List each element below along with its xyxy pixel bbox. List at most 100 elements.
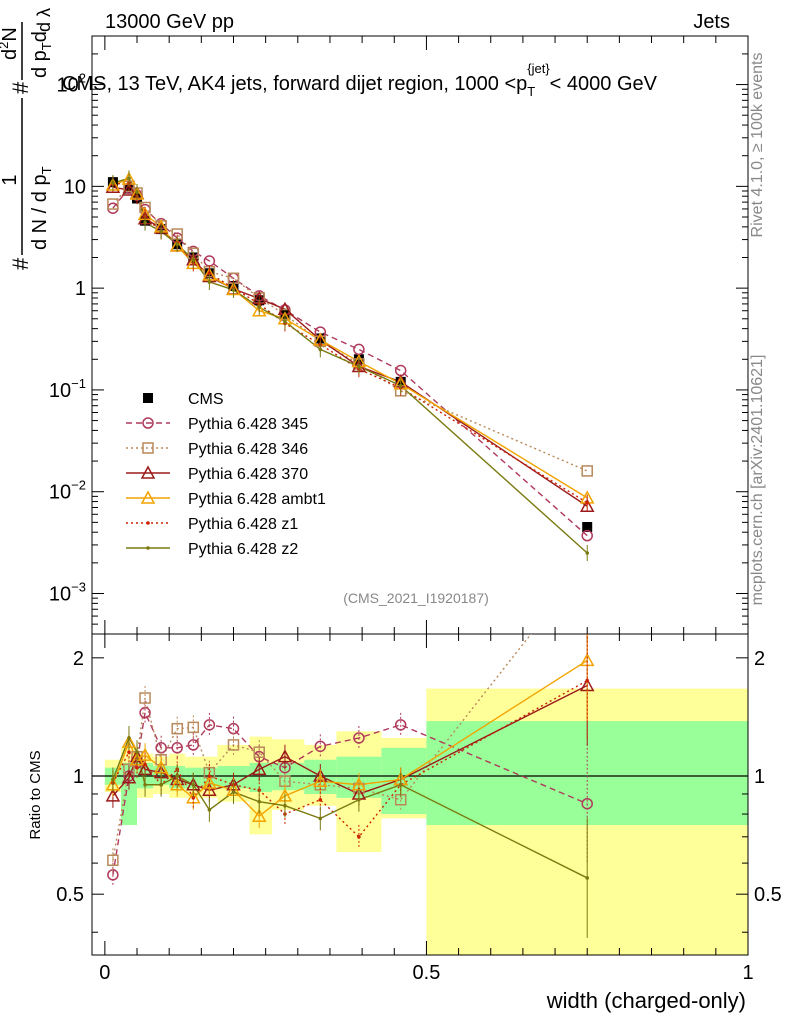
ylabel-dpt: d p bbox=[29, 50, 51, 78]
legend: CMS Pythia 6.428 345 Pythia 6.428 346 Pythi… bbox=[126, 391, 326, 558]
point-z2 bbox=[159, 229, 163, 234]
ylabel-dl: d bbox=[29, 31, 51, 42]
y-tick-label-exp: −2 bbox=[71, 478, 86, 493]
ratio-point-z2 bbox=[318, 816, 323, 821]
y-tick-label-base: 10 bbox=[49, 380, 71, 402]
ratio-point-z2 bbox=[257, 799, 262, 804]
main-chart-title: CMS, 13 TeV, AK4 jets, forward dijet reg… bbox=[62, 61, 658, 99]
ratio-point-p346 bbox=[253, 746, 265, 758]
point-p346 bbox=[107, 198, 119, 210]
x-tick-label: 0.5 bbox=[413, 962, 441, 984]
ratio-point-p346 bbox=[139, 692, 151, 704]
ratio-point-p345 bbox=[171, 742, 183, 754]
ratio-point-p346 bbox=[227, 739, 240, 751]
point-z2 bbox=[318, 347, 323, 352]
title-end: < 4000 GeV bbox=[550, 73, 658, 95]
series-line-p370 bbox=[112, 186, 588, 507]
ratio-point-z2 bbox=[207, 808, 212, 812]
legend-marker-p345 bbox=[142, 417, 154, 429]
svg-text:d pTd: d pTd bbox=[29, 31, 54, 78]
legend-marker-z2 bbox=[146, 546, 150, 550]
ratio-series-layer bbox=[105, 634, 595, 938]
analysis-watermark: (CMS_2021_I1920187) bbox=[343, 590, 489, 606]
ratio-point-p345 bbox=[394, 719, 407, 731]
ratio-point-z1 bbox=[207, 774, 212, 778]
ratio-uncertainty-bands bbox=[104, 688, 748, 955]
svg-text:#: # bbox=[8, 257, 33, 270]
ratio-point-ambt1 bbox=[169, 777, 185, 791]
ratio-y-tick-label-right: 0.5 bbox=[754, 884, 782, 906]
ratio-point-z2 bbox=[159, 782, 163, 787]
point-z1 bbox=[585, 500, 590, 505]
title-pt: p bbox=[516, 73, 527, 95]
ratio-point-p345 bbox=[203, 719, 216, 731]
ratio-point-p345 bbox=[187, 739, 200, 751]
ratio-point-z2 bbox=[135, 750, 139, 754]
legend-label-p370: Pythia 6.428 370 bbox=[188, 466, 308, 483]
title-pt-sup: {jet} bbox=[527, 61, 550, 76]
legend-label-p345: Pythia 6.428 345 bbox=[188, 416, 308, 433]
point-p345 bbox=[394, 364, 407, 377]
ratio-point-z2 bbox=[175, 774, 180, 778]
y-tick-label: 10−3 bbox=[49, 579, 86, 605]
ylabel-dpt-sub: T bbox=[39, 42, 54, 50]
point-cms bbox=[582, 522, 593, 533]
ratio-point-z1 bbox=[585, 678, 590, 683]
svg-text:d2N: d2N bbox=[0, 27, 21, 60]
point-z2 bbox=[257, 305, 262, 309]
point-p345 bbox=[581, 529, 593, 542]
main-series-layer bbox=[105, 170, 595, 561]
point-z2 bbox=[231, 288, 236, 292]
ratio-point-z1 bbox=[143, 762, 147, 767]
ratio-point-z2 bbox=[143, 782, 147, 787]
y-tick-label-exp: −1 bbox=[71, 376, 86, 391]
ratio-point-ambt1 bbox=[251, 808, 267, 822]
y-tick-label: 1 bbox=[75, 278, 86, 300]
ratio-frame bbox=[91, 633, 749, 956]
ratio-point-p345 bbox=[314, 740, 327, 753]
ratio-point-p370 bbox=[277, 749, 293, 763]
ratio-point-ambt1 bbox=[313, 773, 328, 787]
point-z1 bbox=[207, 271, 212, 276]
point-p346 bbox=[581, 465, 593, 477]
ratio-point-z2 bbox=[231, 790, 236, 794]
point-z2 bbox=[207, 280, 212, 284]
ratio-point-z2 bbox=[585, 876, 590, 880]
point-z2 bbox=[143, 220, 147, 225]
ratio-y-tick-label-left: 1 bbox=[73, 766, 84, 788]
point-z2 bbox=[135, 190, 139, 194]
legend-label-z2: Pythia 6.428 z2 bbox=[188, 541, 298, 558]
ratio-point-ambt1 bbox=[137, 747, 153, 761]
title-text: CMS, 13 TeV, AK4 jets, forward dijet reg… bbox=[62, 73, 516, 95]
point-p370 bbox=[579, 498, 595, 512]
ratio-point-p346 bbox=[187, 721, 200, 734]
y-tick-label-base: 10 bbox=[57, 75, 79, 97]
legend-label-z1: Pythia 6.428 z1 bbox=[188, 516, 298, 533]
x-axis-label: width (charged-only) bbox=[546, 988, 746, 1013]
legend-label-cms: CMS bbox=[188, 391, 224, 408]
ratio-point-z1 bbox=[135, 765, 139, 770]
svg-text:d N / d pT: d N / d pT bbox=[29, 166, 54, 250]
ratio-point-p370 bbox=[105, 788, 121, 802]
point-p345 bbox=[353, 343, 365, 356]
main-y-label: # 1 d N / d pT # d pTd d2N d λ bbox=[0, 8, 54, 270]
ratio-point-z1 bbox=[191, 796, 196, 800]
series-line-z2 bbox=[112, 177, 588, 554]
legend-label-p346: Pythia 6.428 346 bbox=[188, 441, 308, 458]
ratio-point-z1 bbox=[127, 750, 131, 754]
ratio-point-z2 bbox=[191, 782, 196, 787]
rivet-version-label: Rivet 4.1.0, ≥ 100k events bbox=[749, 53, 766, 238]
header-left-label: 13000 GeV pp bbox=[105, 11, 234, 33]
point-p370 bbox=[105, 179, 121, 193]
legend-marker-ambt1 bbox=[140, 490, 156, 504]
series-line-p346 bbox=[112, 185, 588, 472]
ratio-point-z2 bbox=[357, 797, 361, 802]
point-z2 bbox=[398, 383, 403, 388]
ratio-y-tick-label-left: 2 bbox=[73, 648, 84, 670]
svg-text:#: # bbox=[8, 81, 33, 94]
point-z2 bbox=[357, 364, 361, 369]
point-ambt1 bbox=[251, 303, 267, 317]
mcplots-label: mcplots.cern.ch [arXiv:2401.10621] bbox=[749, 355, 766, 606]
ylabel-sup-2: 2 bbox=[0, 42, 11, 49]
ratio-y-label: Ratio to CMS bbox=[27, 750, 44, 839]
